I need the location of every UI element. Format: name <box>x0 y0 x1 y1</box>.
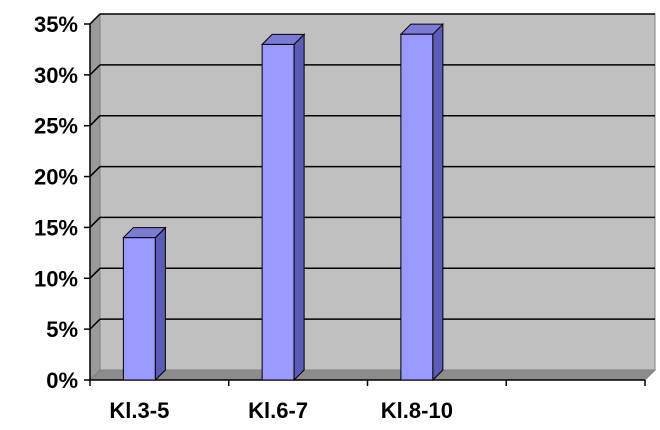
bar-side <box>154 226 166 382</box>
y-tick-label: 35% <box>34 12 78 37</box>
bar-side <box>293 33 305 382</box>
y-tick-label: 0% <box>46 368 78 393</box>
plot-back-wall <box>99 13 656 371</box>
bar-side <box>432 22 444 382</box>
gridlines <box>89 13 655 330</box>
bar-top <box>260 33 306 45</box>
gridline-side <box>89 216 101 228</box>
gridline-side <box>89 267 101 279</box>
y-tick-labels: 0% 5% 10% 15% 20% 25% 30% 35% <box>34 12 78 393</box>
bars <box>122 22 445 382</box>
bar <box>122 237 156 381</box>
bar <box>400 33 434 381</box>
y-tick-label: 30% <box>34 63 78 88</box>
axes <box>84 23 646 386</box>
bar <box>261 43 295 381</box>
plot-walls <box>88 12 657 382</box>
bar-top <box>399 23 445 35</box>
y-tick-label: 5% <box>46 317 78 342</box>
plot-floor <box>88 369 657 381</box>
gridline-side <box>89 64 101 76</box>
y-tick-label: 25% <box>34 114 78 139</box>
gridline-side <box>89 166 101 178</box>
bar-top <box>122 227 167 239</box>
y-tick-label: 10% <box>34 266 78 291</box>
x-category-label: Kl.6-7 <box>248 398 308 423</box>
gridline-side <box>89 115 101 127</box>
x-category-label: Kl.8-10 <box>381 398 453 423</box>
gridline-side <box>89 318 101 330</box>
gridline-side <box>89 13 101 25</box>
x-tick-labels: Kl.3-5 Kl.6-7 Kl.8-10 <box>109 398 453 423</box>
y-tick-label: 20% <box>34 165 78 190</box>
x-category-label: Kl.3-5 <box>109 398 169 423</box>
y-tick-label: 15% <box>34 215 78 240</box>
